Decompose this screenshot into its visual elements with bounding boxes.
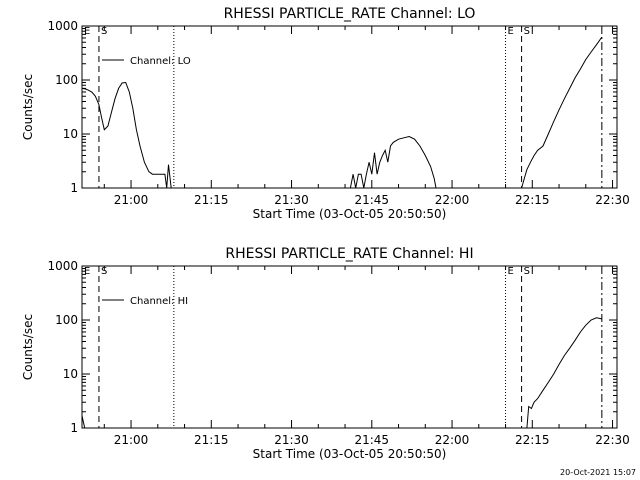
x-tick-label: 22:00 (435, 433, 470, 447)
chart-title: RHESSI PARTICLE_RATE Channel: HI (225, 246, 473, 262)
y-axis-label: Counts/sec (21, 314, 35, 380)
y-tick-label: 1000 (47, 19, 78, 33)
y-axis-label: Counts/sec (21, 74, 35, 140)
y-tick-label: 1000 (47, 259, 78, 273)
x-tick-label: 21:45 (354, 433, 389, 447)
marker-label: S (101, 26, 107, 37)
x-tick-label: 21:00 (114, 193, 149, 207)
lo-channel-panel: RHESSI PARTICLE_RATE Channel: LO 1 10 100 10… (21, 6, 630, 221)
marker-label: S (524, 266, 530, 277)
y-tick-label: 100 (55, 313, 78, 327)
marker-label: S (524, 26, 530, 37)
legend-entry: Channel: HI (130, 296, 188, 307)
marker-label: E (508, 266, 514, 277)
x-tick-label: 21:30 (274, 193, 309, 207)
legend-entry: Channel: LO (130, 56, 191, 67)
x-tick-label: 22:30 (595, 433, 630, 447)
x-axis-label: Start Time (03-Oct-05 20:50:50) (253, 447, 447, 461)
x-tick-label: 21:15 (194, 433, 229, 447)
marker-label: E (84, 26, 90, 37)
y-tick-label: 1 (70, 181, 78, 195)
x-tick-label: 22:30 (595, 193, 630, 207)
marker-label: E (84, 266, 90, 277)
y-tick-label: 10 (63, 367, 78, 381)
footer-timestamp: 20-Oct-2021 15:07 (560, 468, 636, 477)
y-tick-label: 1 (70, 421, 78, 435)
x-tick-label: 22:15 (515, 193, 550, 207)
x-tick-label: 22:00 (435, 193, 470, 207)
chart-title: RHESSI PARTICLE_RATE Channel: LO (224, 6, 476, 22)
marker-label: S (101, 266, 107, 277)
x-axis-label: Start Time (03-Oct-05 20:50:50) (253, 207, 447, 221)
y-tick-label: 100 (55, 73, 78, 87)
hi-channel-panel: RHESSI PARTICLE_RATE Channel: HI 1 10 100 10… (21, 246, 630, 461)
series-line (81, 415, 86, 429)
plot-frame (81, 25, 618, 189)
series-line (526, 317, 602, 429)
x-tick-label: 21:45 (354, 193, 389, 207)
marker-label: E (508, 26, 514, 37)
plot-frame (81, 265, 618, 429)
x-tick-label: 21:30 (274, 433, 309, 447)
x-tick-label: 21:15 (194, 193, 229, 207)
series-line (81, 36, 603, 189)
y-tick-label: 10 (63, 127, 78, 141)
x-tick-label: 21:00 (114, 433, 149, 447)
x-tick-label: 22:15 (515, 433, 550, 447)
